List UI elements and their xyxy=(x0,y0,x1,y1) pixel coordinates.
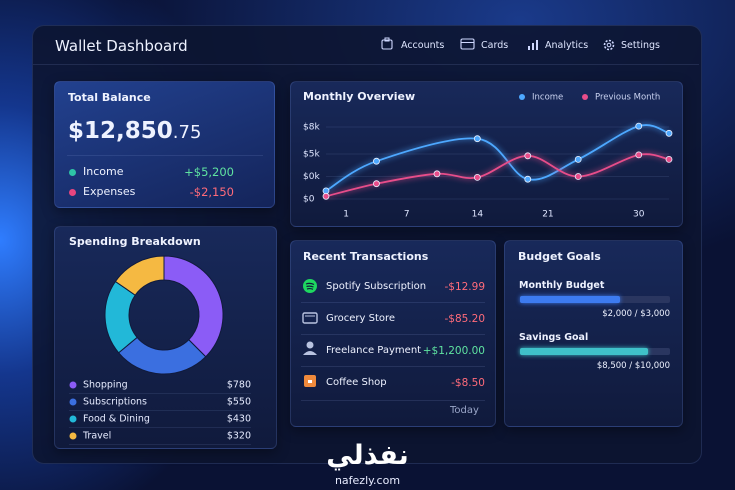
data-point xyxy=(433,170,441,178)
watermark-url: nafezly.com xyxy=(334,474,401,487)
card-title: Budget Goals xyxy=(518,250,601,263)
data-point xyxy=(473,135,481,143)
transaction-icons xyxy=(302,279,318,387)
legend-label: Food & Dining xyxy=(83,414,150,425)
goal-amount: $8,500 / $10,000 xyxy=(596,361,670,371)
row-label: Income xyxy=(83,165,124,178)
data-point xyxy=(635,122,643,130)
value-label: $320 xyxy=(227,431,251,442)
legend-dot xyxy=(69,169,76,176)
card-title: Recent Transactions xyxy=(303,250,429,263)
data-point xyxy=(574,173,582,180)
overview-card: Monthly Overview $0 $0k $5k $8k 1 7 14 21 30 Incom… xyxy=(290,81,683,227)
donut-segment xyxy=(163,255,224,358)
legend-label: Previous Month xyxy=(595,93,660,103)
transaction-amount: -$12.99 xyxy=(444,281,485,293)
y-tick-label: $8k xyxy=(303,123,320,133)
card-title: Total Balance xyxy=(68,91,151,104)
legend-marker xyxy=(69,398,77,406)
y-tick-label: $0 xyxy=(303,195,315,205)
data-point xyxy=(665,129,673,137)
transaction-amount: -$8.50 xyxy=(451,377,485,389)
x-tick-label: 1 xyxy=(343,210,349,220)
nav-item[interactable]: Cards xyxy=(481,40,509,51)
goal-amount: $2,000 / $3,000 xyxy=(602,309,670,319)
legend-label: Subscriptions xyxy=(83,397,147,408)
legend-label: Travel xyxy=(82,431,111,442)
chart-title: Spending Breakdown xyxy=(69,235,201,248)
row-divider xyxy=(301,366,485,367)
transaction-name: Freelance Payment xyxy=(326,345,422,356)
series-line xyxy=(325,153,670,198)
balance-card: Total Balance $12,850.75 Income +$5,200 Ex… xyxy=(54,81,275,208)
transactions-card: Recent Transactions Today Spotify Subscr… xyxy=(290,240,496,427)
data-point xyxy=(322,192,330,200)
nav-item[interactable]: Accounts xyxy=(401,40,445,51)
value-label: $780 xyxy=(227,380,251,391)
legend-label: Income xyxy=(532,93,563,103)
legend-dot xyxy=(69,189,76,196)
nav-icons xyxy=(381,37,615,51)
legend-marker xyxy=(582,94,588,100)
x-tick-label: 7 xyxy=(404,210,410,220)
value-label: $550 xyxy=(227,397,251,408)
row-divider xyxy=(301,302,485,303)
divider xyxy=(301,400,485,401)
transaction-amount: -$85.20 xyxy=(444,313,485,325)
legend-label: Shopping xyxy=(83,380,128,391)
date-label: Today xyxy=(450,405,479,416)
value-label: $430 xyxy=(227,414,251,425)
data-point xyxy=(373,180,380,188)
nav-item[interactable]: Analytics xyxy=(545,40,589,51)
y-tick-label: $5k xyxy=(303,150,320,160)
budget-card: Budget Goals Monthly Budget $2,000 / $3,0… xyxy=(504,240,683,427)
x-tick-label: 30 xyxy=(633,210,645,220)
spending-card: Spending Breakdown Shopping $780 Subscripti… xyxy=(54,226,277,449)
y-tick-label: $0k xyxy=(303,172,320,182)
balance-cents: .75 xyxy=(172,122,202,143)
row-value: +$5,200 xyxy=(184,165,234,179)
donut-chart: Spending Breakdown Shopping $780 Subscripti… xyxy=(69,235,251,445)
data-point xyxy=(524,152,532,160)
nav-item[interactable]: Settings xyxy=(621,40,660,51)
transaction-name: Grocery Store xyxy=(326,313,396,324)
transaction-amount: +$1,200.00 xyxy=(422,345,485,357)
transaction-name: Spotify Subscription xyxy=(326,281,427,292)
goal-label: Monthly Budget xyxy=(519,280,605,291)
transaction-name: Coffee Shop xyxy=(326,377,387,388)
balance-dollars: $12,850 xyxy=(68,118,173,144)
app-title: Wallet Dashboard xyxy=(55,37,188,55)
data-point xyxy=(635,151,643,159)
line-chart: Monthly Overview $0 $0k $5k $8k 1 7 14 21 30 Incom… xyxy=(303,90,673,220)
watermark-logo: نفذلي xyxy=(326,440,409,471)
data-point xyxy=(473,174,481,181)
data-point xyxy=(373,157,380,165)
divider xyxy=(67,155,263,156)
chart-title: Monthly Overview xyxy=(303,90,415,103)
legend-marker xyxy=(69,432,77,440)
data-point xyxy=(665,156,673,163)
progress-fill xyxy=(520,348,648,355)
goal-label: Savings Goal xyxy=(519,332,589,343)
donut-segment xyxy=(114,255,165,296)
x-tick-label: 21 xyxy=(542,210,553,220)
progress-fill xyxy=(520,296,620,303)
balance-amount: $12,850.75 xyxy=(68,118,201,146)
legend-marker xyxy=(69,415,77,423)
data-point xyxy=(524,175,532,183)
row-label: Expenses xyxy=(83,185,136,198)
x-tick-label: 14 xyxy=(472,210,484,220)
data-point xyxy=(574,156,582,163)
legend-marker xyxy=(69,381,77,389)
row-divider xyxy=(301,334,485,335)
row-value: -$2,150 xyxy=(189,185,234,199)
header-divider xyxy=(33,64,699,65)
legend-marker xyxy=(519,94,525,100)
